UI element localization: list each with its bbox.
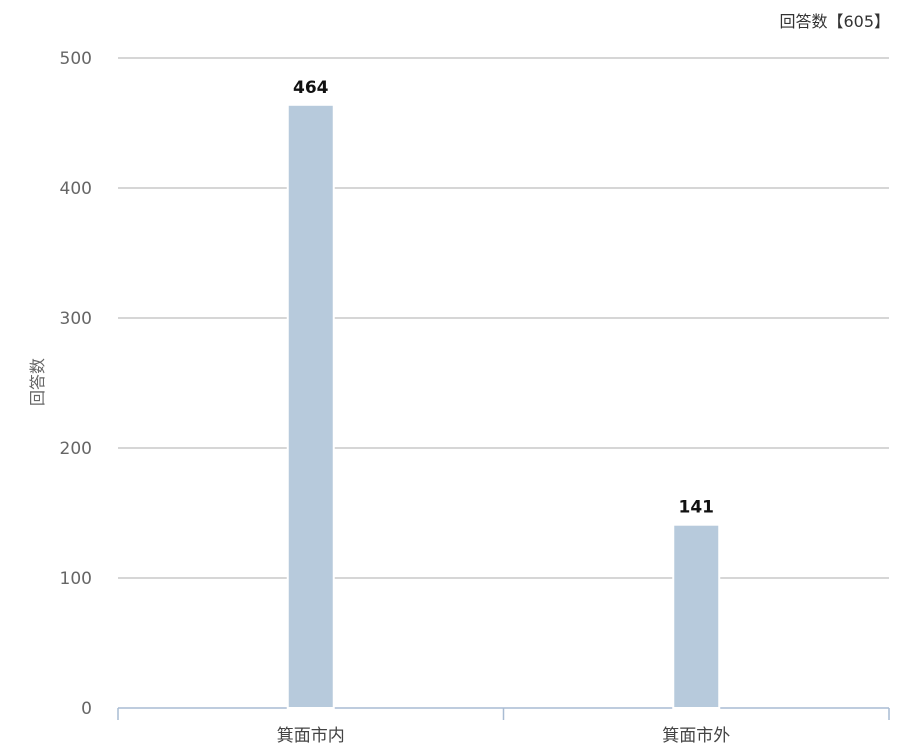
x-tick-label: 箕面市内 xyxy=(277,726,345,746)
data-label: 141 xyxy=(679,498,715,518)
y-tick-label: 500 xyxy=(60,49,92,69)
x-tick-label: 箕面市外 xyxy=(662,726,730,746)
y-tick-label: 400 xyxy=(60,179,92,199)
total-responses-label: 回答数【605】 xyxy=(779,12,890,31)
y-tick-label: 0 xyxy=(81,699,92,719)
y-tick-label: 300 xyxy=(60,309,92,329)
y-tick-label: 200 xyxy=(60,439,92,459)
y-tick-label: 100 xyxy=(60,569,92,589)
bar xyxy=(286,103,335,710)
data-label: 464 xyxy=(293,78,329,98)
bar xyxy=(672,523,721,710)
